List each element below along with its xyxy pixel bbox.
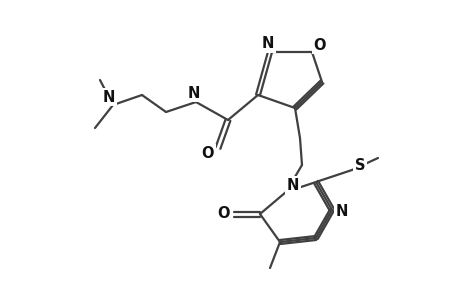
- Text: N: N: [286, 178, 298, 193]
- Text: O: O: [202, 146, 214, 160]
- Text: N: N: [335, 205, 347, 220]
- Text: O: O: [217, 206, 230, 221]
- Text: O: O: [313, 38, 325, 52]
- Text: N: N: [261, 37, 274, 52]
- Text: S: S: [354, 158, 364, 173]
- Text: N: N: [103, 89, 115, 104]
- Text: N: N: [187, 85, 200, 100]
